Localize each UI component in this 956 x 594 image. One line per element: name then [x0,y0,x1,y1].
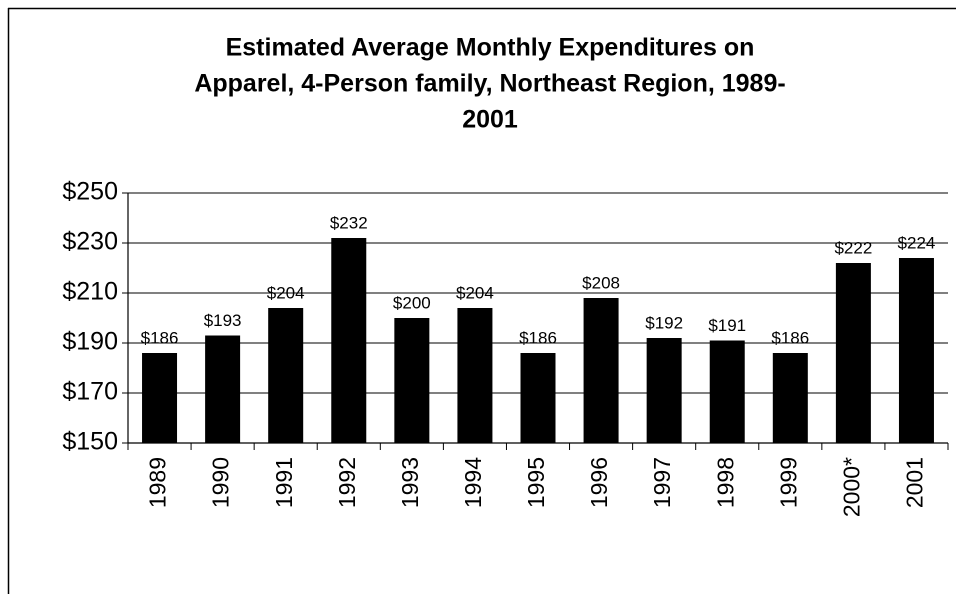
chart-title: Apparel, 4-Person family, Northeast Regi… [194,70,785,98]
value-label: $192 [645,313,683,332]
y-tick-label: $250 [62,178,118,206]
value-label: $191 [708,316,746,335]
x-tick-label: 1995 [523,457,549,508]
y-tick-label: $210 [62,278,118,306]
y-tick-label: $190 [62,328,118,356]
value-label: $204 [456,283,494,302]
bar [457,308,493,443]
bar [205,335,241,443]
bar [709,340,745,443]
x-tick-label: 2001 [902,457,928,508]
bar [583,298,619,443]
chart-title: 2001 [462,106,518,134]
bar [268,308,304,443]
y-tick-label: $150 [62,428,118,456]
x-tick-label: 1999 [775,457,801,508]
value-label: $224 [898,233,936,252]
x-tick-label: 1997 [649,457,675,508]
bar [394,318,430,443]
bar [835,263,871,443]
x-tick-label: 1989 [145,457,171,508]
value-label: $200 [393,293,431,312]
bar [646,338,682,443]
x-tick-label: 2000* [838,457,864,517]
x-tick-label: 1996 [586,457,612,508]
x-tick-label: 1992 [334,457,360,508]
value-label: $186 [519,328,557,347]
value-label: $186 [141,328,179,347]
value-label: $193 [204,311,242,330]
value-label: $186 [771,328,809,347]
chart-title: Estimated Average Monthly Expenditures o… [226,34,755,62]
x-tick-label: 1998 [712,457,738,508]
y-tick-label: $230 [62,228,118,256]
value-label: $204 [267,283,305,302]
bar [772,353,808,443]
value-label: $232 [330,213,368,232]
bar [520,353,556,443]
bar [142,353,178,443]
x-tick-label: 1993 [397,457,423,508]
bar [331,238,367,443]
value-label: $222 [834,238,872,257]
value-label: $208 [582,273,620,292]
bar [898,258,934,443]
x-tick-label: 1994 [460,457,486,508]
y-tick-label: $170 [62,378,118,406]
x-tick-label: 1991 [271,457,297,508]
x-tick-label: 1990 [208,457,234,508]
